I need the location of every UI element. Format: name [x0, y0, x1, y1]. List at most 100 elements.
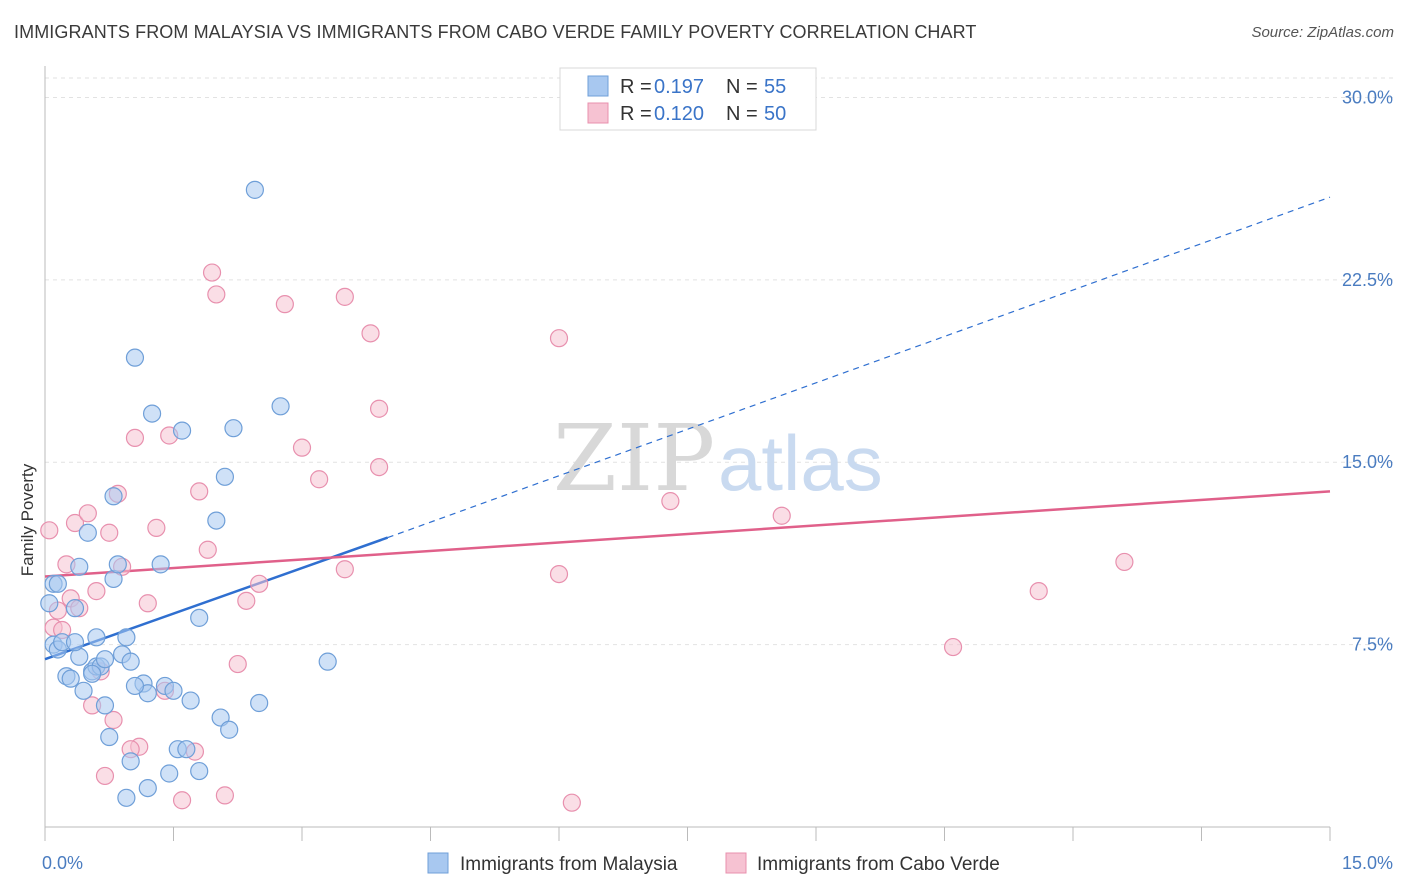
data-point [100, 727, 119, 747]
data-point [335, 287, 354, 306]
data-point [160, 764, 179, 783]
data-point [40, 594, 59, 613]
legend-r-value-cabo-verde: 0.120 [654, 103, 704, 125]
data-point [370, 399, 389, 418]
data-point [125, 348, 145, 367]
legend-swatch-malaysia [587, 75, 609, 97]
data-point [245, 180, 264, 199]
x-tick-labels: 0.0% 15.0% [42, 853, 1393, 873]
data-point [83, 664, 102, 683]
bottom-legend-label-malaysia: Immigrants from Malaysia [460, 854, 678, 875]
data-point [1115, 552, 1134, 572]
legend-r-label-malaysia: R = [620, 76, 652, 98]
data-point [151, 555, 170, 574]
data-point [48, 574, 67, 593]
data-point [100, 523, 119, 542]
data-point [164, 681, 183, 700]
data-point [207, 285, 226, 304]
legend-n-value-cabo-verde: 50 [764, 103, 786, 125]
data-point [772, 506, 791, 525]
y-tick-labels: 7.5% 15.0% 22.5% 30.0% [1342, 87, 1393, 654]
data-point [40, 521, 59, 540]
data-point [70, 557, 89, 576]
data-point [370, 457, 389, 477]
data-point [190, 761, 209, 781]
axes [44, 66, 1331, 841]
data-point [562, 793, 581, 812]
data-point [65, 513, 85, 533]
y-tick-label: 30.0% [1342, 87, 1393, 107]
bottom-legend: Immigrants from Malaysia Immigrants from… [427, 852, 1000, 875]
trend-line-solid-1 [44, 490, 1331, 578]
data-point [95, 766, 115, 786]
data-point [78, 504, 97, 523]
data-point [198, 540, 217, 559]
data-point [318, 652, 337, 671]
watermark-zip: ZIP [553, 405, 715, 512]
data-point [224, 419, 243, 438]
data-point [65, 633, 85, 652]
data-point [292, 438, 312, 457]
data-point [87, 628, 106, 647]
data-point [177, 740, 196, 759]
y-axis-title: Family Poverty [18, 463, 37, 576]
data-point [943, 637, 963, 657]
bottom-legend-swatch-malaysia [427, 852, 449, 874]
data-point [74, 681, 93, 700]
data-point [190, 608, 209, 627]
data-point [172, 421, 192, 440]
data-point [125, 428, 145, 448]
data-point [215, 786, 234, 805]
series-malaysia-points [40, 180, 337, 807]
data-point [181, 691, 200, 710]
y-tick-label: 7.5% [1352, 635, 1393, 655]
legend-n-label-malaysia: N = [726, 76, 758, 98]
watermark-atlas: atlas [718, 419, 883, 507]
data-point [117, 628, 136, 647]
legend-n-label-cabo-verde: N = [726, 103, 758, 125]
data-point [142, 404, 162, 423]
data-point [121, 652, 140, 671]
data-point [549, 329, 569, 348]
x-tick-label: 0.0% [42, 853, 83, 873]
legend-r-value-malaysia: 0.197 [654, 76, 704, 98]
data-point [138, 594, 157, 613]
data-point [549, 564, 569, 584]
bottom-legend-label-cabo-verde: Immigrants from Cabo Verde [757, 854, 1000, 875]
data-point [78, 523, 97, 542]
data-point [271, 397, 290, 416]
series-cabo-verde-points [40, 263, 1134, 812]
data-point [1029, 582, 1048, 601]
data-point [121, 752, 140, 771]
data-point [61, 669, 80, 688]
data-point [108, 555, 127, 574]
data-point [87, 582, 106, 601]
data-point [220, 720, 239, 739]
data-point [138, 778, 157, 798]
grid-lines [45, 77, 1393, 646]
trend-line-dashed-0 [387, 196, 1331, 539]
data-point [117, 788, 136, 807]
top-legend: R = 0.197 N = 55 R = 0.120 N = 50 [559, 67, 817, 131]
bottom-legend-swatch-cabo-verde [725, 852, 747, 874]
data-point [95, 650, 115, 669]
data-point [661, 492, 680, 511]
data-point [95, 696, 115, 715]
y-tick-label: 15.0% [1342, 452, 1393, 472]
data-point [172, 791, 192, 810]
data-point [335, 560, 354, 579]
data-point [361, 324, 380, 343]
x-tick-label: 15.0% [1342, 853, 1393, 873]
data-point [275, 295, 294, 314]
legend-n-value-malaysia: 55 [764, 76, 786, 98]
data-point [228, 654, 247, 674]
data-point [125, 676, 145, 696]
data-point [310, 470, 329, 489]
data-point [215, 467, 234, 486]
legend-swatch-cabo-verde [587, 102, 609, 124]
data-point [250, 574, 269, 593]
legend-r-label-cabo-verde: R = [620, 103, 652, 125]
data-point [190, 482, 209, 501]
data-point [65, 599, 85, 618]
